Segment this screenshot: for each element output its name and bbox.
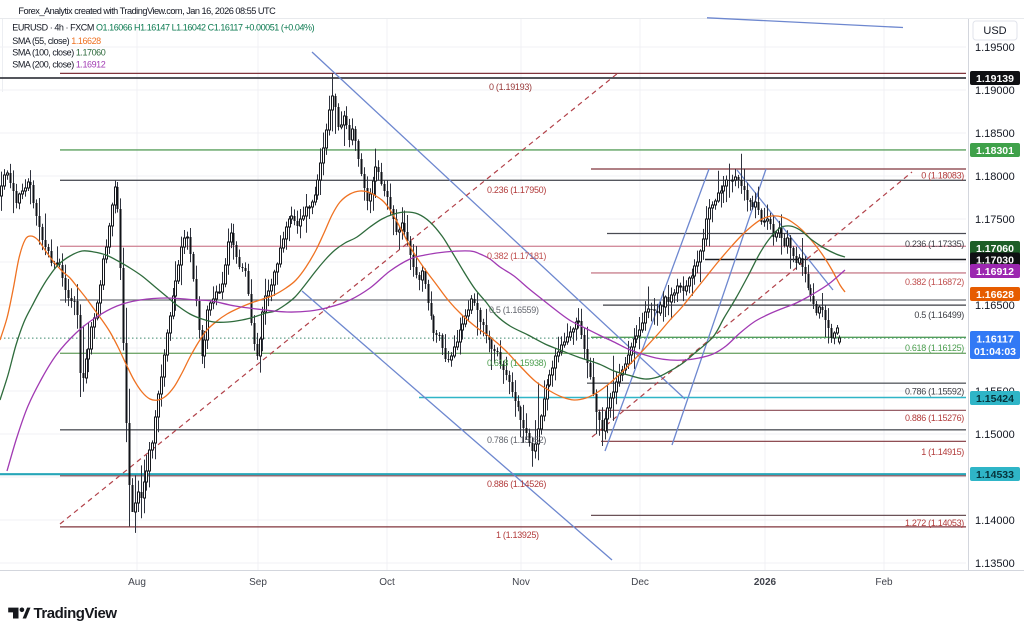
svg-text:1.16500: 1.16500 [975, 300, 1015, 312]
svg-text:SMA (100, close) 1.17060: SMA (100, close) 1.17060 [12, 48, 105, 58]
svg-text:1.15424: 1.15424 [976, 393, 1014, 405]
svg-text:1.18301: 1.18301 [976, 145, 1014, 157]
svg-text:1.18000: 1.18000 [975, 171, 1015, 183]
svg-text:01:04:03: 01:04:03 [974, 346, 1016, 358]
svg-text:2026: 2026 [754, 577, 777, 588]
svg-text:1 (1.13925): 1 (1.13925) [496, 530, 539, 540]
svg-text:1.15000: 1.15000 [975, 429, 1015, 441]
svg-text:1.16628: 1.16628 [976, 289, 1014, 301]
svg-text:0.5 (1.16559): 0.5 (1.16559) [489, 305, 539, 315]
svg-text:1.272 (1.14053): 1.272 (1.14053) [905, 518, 964, 528]
svg-text:Nov: Nov [512, 577, 530, 588]
svg-text:0.382 (1.16872): 0.382 (1.16872) [905, 277, 964, 287]
svg-text:0 (1.18083): 0 (1.18083) [921, 171, 964, 181]
svg-text:1.19500: 1.19500 [975, 42, 1015, 54]
svg-text:Sep: Sep [249, 577, 267, 588]
svg-text:Dec: Dec [631, 577, 649, 588]
svg-text:0.236 (1.17950): 0.236 (1.17950) [487, 185, 546, 195]
svg-text:1.17030: 1.17030 [976, 254, 1014, 266]
svg-text:1.13500: 1.13500 [975, 558, 1015, 570]
svg-text:1.19139: 1.19139 [976, 73, 1014, 85]
svg-text:1.16912: 1.16912 [976, 266, 1014, 278]
svg-text:0.886 (1.14526): 0.886 (1.14526) [487, 479, 546, 489]
svg-text:Forex_Analytix created with Tr: Forex_Analytix created with TradingView.… [18, 6, 276, 16]
svg-text:0.382 (1.17181): 0.382 (1.17181) [487, 251, 546, 261]
svg-text:0 (1.19193): 0 (1.19193) [489, 82, 532, 92]
svg-text:1.14533: 1.14533 [976, 469, 1014, 481]
svg-text:0.618 (1.16125): 0.618 (1.16125) [905, 343, 964, 353]
svg-text:TradingView: TradingView [34, 605, 118, 622]
svg-text:1.16117: 1.16117 [976, 334, 1014, 346]
svg-text:1.17060: 1.17060 [976, 243, 1014, 255]
svg-text:1 (1.14915): 1 (1.14915) [921, 447, 964, 457]
svg-text:1.18500: 1.18500 [975, 128, 1015, 140]
svg-text:0.786 (1.15052): 0.786 (1.15052) [487, 435, 546, 445]
svg-text:SMA (200, close) 1.16912: SMA (200, close) 1.16912 [12, 59, 105, 69]
svg-text:0.236 (1.17335): 0.236 (1.17335) [905, 239, 964, 249]
svg-text:Oct: Oct [379, 577, 395, 588]
svg-text:USD: USD [983, 25, 1006, 37]
svg-text:Feb: Feb [875, 577, 893, 588]
svg-text:EURUSD · 4h · FXCM O1.16066 H1: EURUSD · 4h · FXCM O1.16066 H1.16147 L1.… [12, 22, 314, 32]
svg-text:SMA (55, close) 1.16628: SMA (55, close) 1.16628 [12, 36, 101, 46]
svg-text:1.14000: 1.14000 [975, 515, 1015, 527]
svg-text:Aug: Aug [128, 577, 146, 588]
svg-text:0.5 (1.16499): 0.5 (1.16499) [914, 310, 964, 320]
svg-text:0.786 (1.15592): 0.786 (1.15592) [905, 387, 964, 397]
svg-text:0.886 (1.15276): 0.886 (1.15276) [905, 413, 964, 423]
svg-text:1.19000: 1.19000 [975, 85, 1015, 97]
svg-text:1.17500: 1.17500 [975, 214, 1015, 226]
svg-text:0.618 (1.15938): 0.618 (1.15938) [487, 358, 546, 368]
